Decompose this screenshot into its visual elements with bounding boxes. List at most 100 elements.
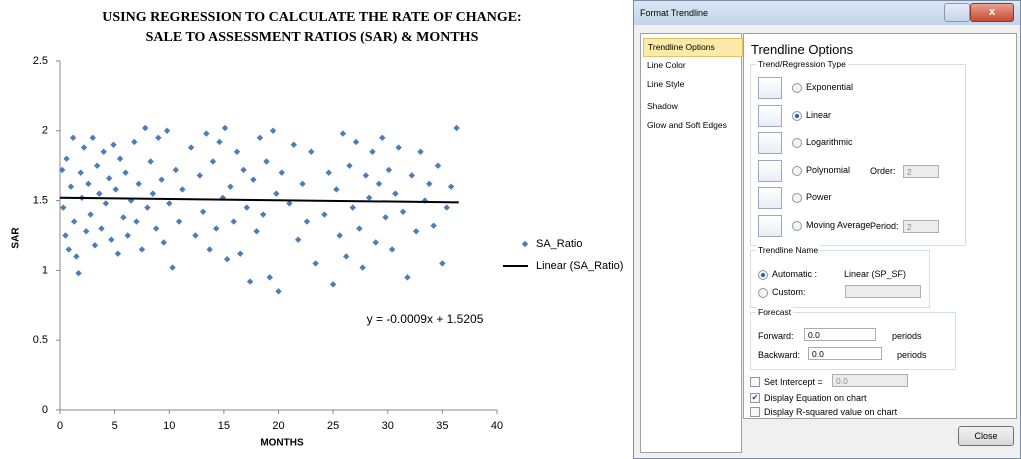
intercept-label: Set Intercept = — [764, 377, 823, 387]
data-point — [443, 204, 450, 211]
data-point — [147, 158, 154, 165]
data-point — [349, 204, 356, 211]
data-point — [221, 124, 229, 132]
data-point — [213, 225, 220, 232]
legend-label: Linear (SA_Ratio) — [536, 260, 623, 272]
data-point — [343, 253, 350, 260]
r2-checkbox[interactable] — [750, 407, 760, 417]
data-point — [240, 166, 247, 174]
data-point — [155, 134, 162, 141]
data-point — [434, 162, 442, 169]
data-point — [69, 134, 77, 141]
trend-type-label: Moving Average — [806, 219, 871, 230]
chart-subtitle: SALE TO ASSESSMENT RATIOS (SAR) & MONTHS — [146, 30, 479, 45]
x-tick-label: 40 — [491, 420, 503, 432]
data-point — [379, 134, 386, 141]
data-point — [372, 239, 379, 246]
trend-type-radio[interactable] — [792, 220, 802, 231]
data-point — [362, 172, 370, 179]
data-point — [203, 130, 210, 137]
data-point — [253, 228, 260, 235]
trend-type-radio[interactable] — [792, 83, 802, 93]
data-point — [112, 186, 119, 193]
data-point — [375, 180, 383, 188]
automatic-radio[interactable] — [758, 270, 768, 280]
data-point — [333, 186, 340, 193]
data-point — [96, 190, 103, 197]
close-button[interactable]: Close — [958, 426, 1014, 446]
help-button[interactable] — [944, 3, 970, 22]
data-point — [412, 228, 420, 235]
data-point — [266, 274, 273, 281]
forward-label: Forward: — [758, 331, 794, 341]
y-tick-label: 0 — [42, 404, 48, 416]
trend-type-icon[interactable] — [758, 159, 782, 182]
order-label: Order: — [870, 166, 896, 176]
intercept-input[interactable]: 0.0 — [832, 374, 908, 387]
trend-type-radio[interactable] — [792, 193, 802, 203]
forward-unit: periods — [892, 331, 922, 341]
data-point — [77, 169, 84, 176]
nav-item[interactable]: Line Color — [647, 60, 686, 70]
data-point — [385, 166, 393, 174]
forward-input[interactable]: 0.0 — [804, 328, 876, 341]
data-point — [263, 158, 270, 165]
group-title: Trendline Name — [756, 245, 821, 255]
data-point — [60, 204, 67, 211]
title-bar: Format Trendline x — [634, 1, 1020, 25]
data-point — [426, 180, 433, 188]
nav-item[interactable]: Glow and Soft Edges — [647, 120, 727, 130]
trend-type-radio[interactable] — [792, 165, 802, 176]
data-point — [124, 232, 131, 239]
data-point — [359, 264, 366, 271]
data-point — [102, 200, 110, 207]
trend-type-icon[interactable] — [758, 77, 782, 99]
trendline — [59, 196, 459, 204]
data-point — [346, 162, 353, 169]
data-point — [172, 166, 180, 174]
x-tick-label: 25 — [327, 420, 339, 432]
legend-marker — [521, 240, 529, 248]
nav-item[interactable]: Line Style — [647, 79, 685, 89]
nav-item[interactable]: Shadow — [647, 101, 678, 111]
x-axis-label: MONTHS — [260, 438, 304, 449]
trend-type-icon[interactable] — [758, 104, 782, 127]
data-point — [388, 246, 396, 253]
data-point — [392, 190, 399, 197]
backward-label: Backward: — [758, 350, 801, 360]
trend-type-icon[interactable] — [758, 132, 782, 154]
trend-type-radio[interactable] — [792, 138, 802, 148]
data-point — [227, 183, 234, 190]
x-tick-label: 15 — [218, 420, 230, 432]
chart: USING REGRESSION TO CALCULATE THE RATE O… — [11, 10, 624, 449]
data-point — [75, 269, 82, 277]
custom-input[interactable] — [845, 285, 921, 298]
backward-input[interactable]: 0.0 — [808, 347, 882, 360]
period-input[interactable]: 2 — [903, 220, 939, 233]
x-tick-label: 0 — [57, 420, 63, 432]
order-input[interactable]: 2 — [903, 165, 939, 178]
data-point — [209, 158, 217, 165]
intercept-checkbox[interactable] — [750, 377, 760, 387]
close-window-button[interactable]: x — [970, 3, 1014, 22]
data-point — [105, 175, 113, 182]
custom-radio[interactable] — [758, 288, 768, 298]
chart-title: USING REGRESSION TO CALCULATE THE RATE O… — [102, 10, 521, 25]
data-point — [158, 176, 165, 183]
format-trendline-dialog: Format Trendline x Trendline Options Line… — [633, 0, 1021, 459]
nav-pane: Trendline Options Line Color Line Style Sha… — [640, 33, 743, 453]
trend-type-radio[interactable] — [792, 110, 802, 121]
trend-type-label: Polynomial — [806, 164, 851, 175]
data-point — [110, 141, 117, 148]
nav-item[interactable]: Trendline Options — [643, 38, 743, 57]
trend-type-icon[interactable] — [758, 187, 782, 209]
data-point — [352, 138, 360, 146]
trend-type-label: Exponential — [806, 82, 854, 92]
data-point — [365, 194, 373, 202]
data-point — [404, 274, 411, 281]
data-point — [87, 211, 94, 218]
trend-type-icon[interactable] — [758, 214, 782, 237]
data-point — [63, 155, 70, 162]
data-point — [206, 246, 213, 253]
equation-checkbox[interactable]: ✔ — [750, 393, 760, 403]
